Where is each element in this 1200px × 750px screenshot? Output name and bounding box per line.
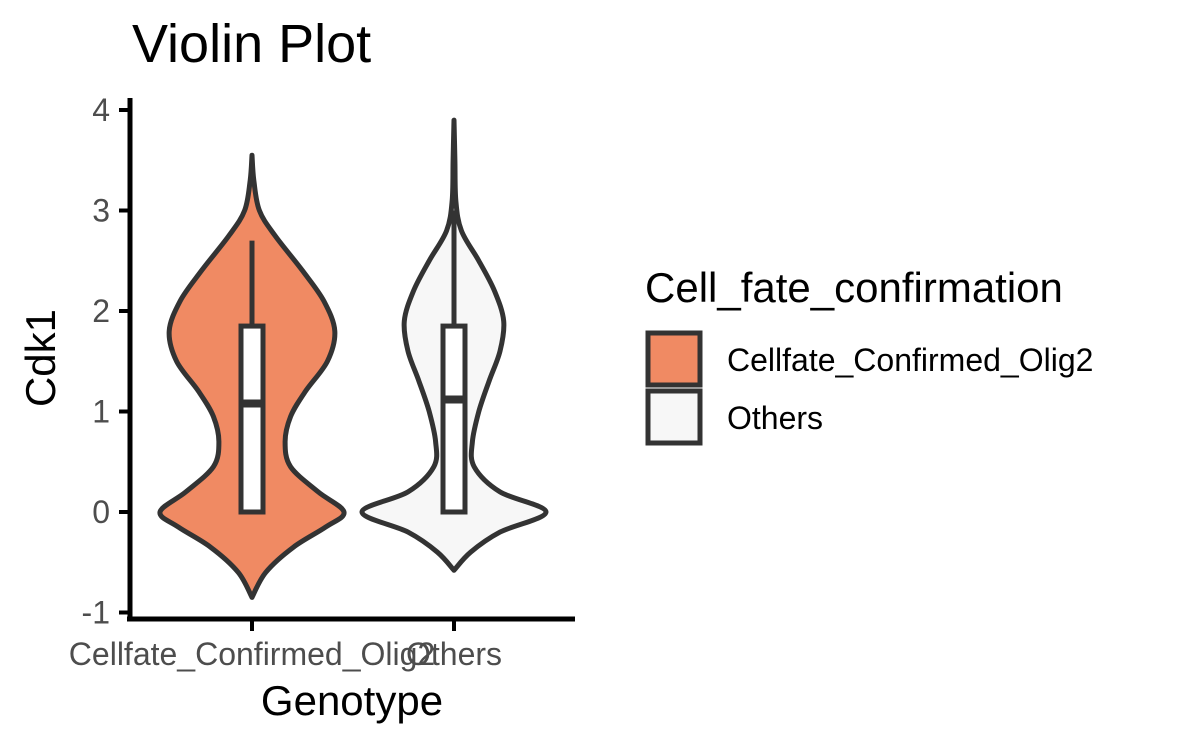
chart-title: Violin Plot	[132, 14, 371, 74]
y-tick-label: 3	[92, 193, 110, 229]
legend-entries: Cellfate_Confirmed_Olig2 Others	[645, 330, 1093, 446]
y-tick-label: -1	[82, 595, 110, 631]
box-iqr	[238, 323, 266, 515]
x-tick-label: Cellfate_Confirmed_Olig2	[69, 636, 435, 672]
y-tick-label: 0	[92, 494, 110, 530]
box-iqr	[440, 323, 468, 515]
legend-label: Cellfate_Confirmed_Olig2	[727, 342, 1093, 378]
violins	[157, 117, 549, 600]
legend: Cell_fate_confirmation Cellfate_Confirme…	[645, 264, 1093, 446]
y-tick-label: 1	[92, 394, 110, 430]
legend-label: Others	[727, 400, 823, 436]
y-ticks: -1 0 1 2 3 4	[82, 92, 130, 631]
legend-title: Cell_fate_confirmation	[645, 264, 1063, 311]
legend-swatch	[645, 388, 703, 446]
x-axis-title: Genotype	[261, 677, 443, 724]
legend-swatch	[645, 330, 703, 388]
y-axis-title: Cdk1	[17, 309, 64, 407]
boxplots	[238, 210, 468, 515]
x-tick-label: Others	[406, 636, 502, 672]
y-tick-label: 2	[92, 293, 110, 329]
y-tick-label: 4	[92, 92, 110, 128]
